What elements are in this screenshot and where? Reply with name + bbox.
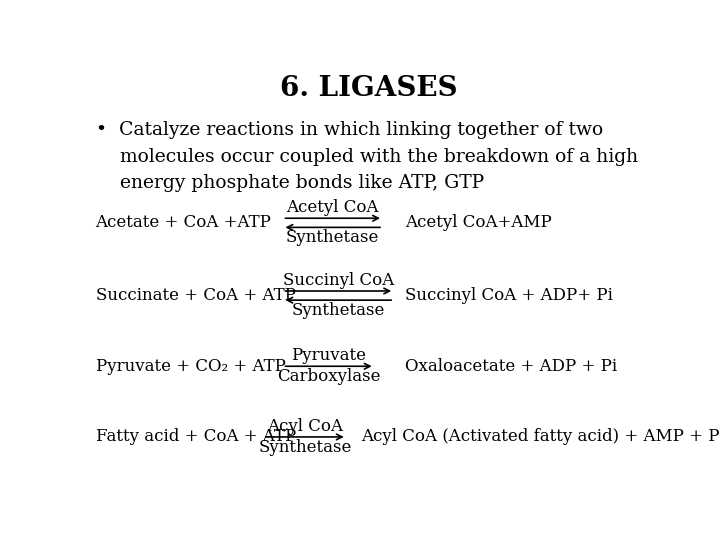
Text: Synthetase: Synthetase <box>286 230 379 246</box>
Text: •  Catalyze reactions in which linking together of two: • Catalyze reactions in which linking to… <box>96 121 603 139</box>
Text: 6. LIGASES: 6. LIGASES <box>280 75 458 102</box>
Text: Acetate + CoA +ATP: Acetate + CoA +ATP <box>96 214 271 231</box>
Text: Acetyl CoA+AMP: Acetyl CoA+AMP <box>405 214 552 231</box>
Text: Acyl CoA: Acyl CoA <box>267 418 343 435</box>
Text: Succinate + CoA + ATP: Succinate + CoA + ATP <box>96 287 295 304</box>
Text: Succinyl CoA + ADP+ Pi: Succinyl CoA + ADP+ Pi <box>405 287 613 304</box>
Text: Acyl CoA (Activated fatty acid) + AMP + PiPi: Acyl CoA (Activated fatty acid) + AMP + … <box>361 428 720 446</box>
Text: Fatty acid + CoA + ATP: Fatty acid + CoA + ATP <box>96 428 296 446</box>
Text: Acetyl CoA: Acetyl CoA <box>287 199 379 216</box>
Text: molecules occur coupled with the breakdown of a high: molecules occur coupled with the breakdo… <box>96 148 638 166</box>
Text: Synthetase: Synthetase <box>258 439 351 456</box>
Text: Oxaloacetate + ADP + Pi: Oxaloacetate + ADP + Pi <box>405 358 617 375</box>
Text: Synthetase: Synthetase <box>292 302 385 319</box>
Text: Pyruvate + CO₂ + ATP: Pyruvate + CO₂ + ATP <box>96 358 285 375</box>
Text: Succinyl CoA: Succinyl CoA <box>283 272 394 289</box>
Text: Pyruvate: Pyruvate <box>291 347 366 364</box>
Text: Carboxylase: Carboxylase <box>276 368 380 386</box>
Text: energy phosphate bonds like ATP, GTP: energy phosphate bonds like ATP, GTP <box>96 174 484 192</box>
